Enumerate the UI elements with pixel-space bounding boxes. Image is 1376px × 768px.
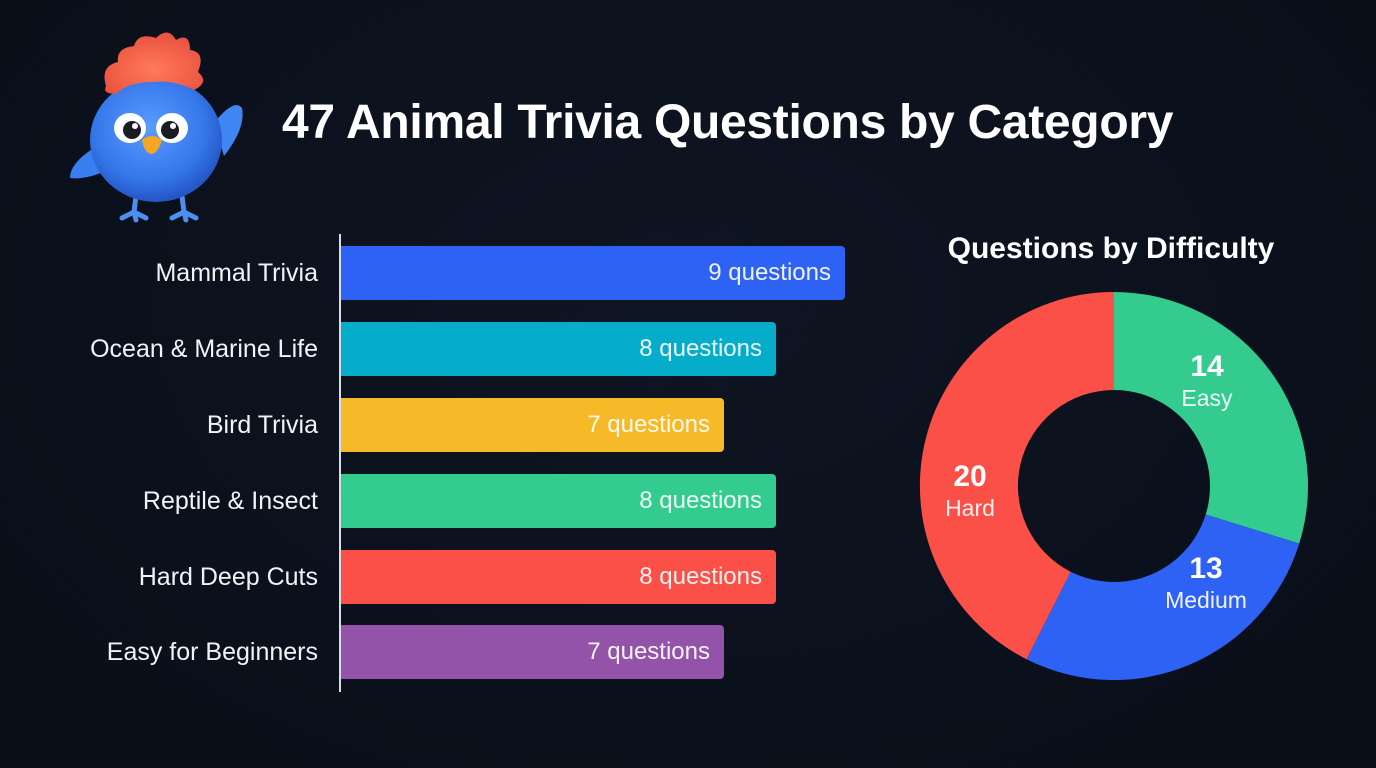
bar-label: Hard Deep Cuts bbox=[138, 563, 318, 591]
bar-hard-deep-cuts[interactable]: 8 questions bbox=[341, 550, 776, 604]
bar-row-reptile-insect: Reptile & Insect 8 questions bbox=[0, 474, 900, 528]
page-title: 47 Animal Trivia Questions by Category bbox=[282, 96, 1174, 149]
donut-chart-title: Questions by Difficulty bbox=[947, 232, 1275, 265]
bar-value-label: 9 questions bbox=[708, 259, 831, 286]
segment-name: Hard bbox=[945, 495, 995, 521]
bar-value-label: 8 questions bbox=[639, 563, 762, 590]
bar-bird-trivia[interactable]: 7 questions bbox=[341, 398, 724, 452]
bar-row-ocean-marine-life: Ocean & Marine Life 8 questions bbox=[0, 322, 900, 376]
segment-value: 20 bbox=[953, 460, 987, 493]
donut-label-hard: 20 Hard bbox=[910, 460, 1030, 522]
bird-mascot-icon bbox=[70, 32, 243, 223]
difficulty-donut-chart: 14 Easy 13 Medium 20 Hard bbox=[918, 290, 1310, 682]
donut-svg bbox=[919, 291, 1308, 681]
y-axis-line bbox=[339, 234, 341, 692]
bar-value-label: 8 questions bbox=[639, 487, 762, 514]
bar-label: Mammal Trivia bbox=[155, 259, 318, 287]
segment-name: Medium bbox=[1165, 587, 1247, 613]
donut-segment-medium[interactable] bbox=[1026, 514, 1300, 681]
bar-value-label: 7 questions bbox=[587, 638, 710, 665]
bar-label: Bird Trivia bbox=[206, 411, 318, 439]
bar-mammal-trivia[interactable]: 9 questions bbox=[341, 246, 845, 300]
segment-value: 14 bbox=[1190, 350, 1224, 383]
donut-segment-hard[interactable] bbox=[919, 291, 1114, 660]
category-bar-chart: Mammal Trivia 9 questions Ocean & Marine… bbox=[0, 234, 900, 692]
bar-reptile-insect[interactable]: 8 questions bbox=[341, 474, 776, 528]
bar-value-label: 7 questions bbox=[587, 411, 710, 438]
bar-row-easy-for-beginners: Easy for Beginners 7 questions bbox=[0, 625, 900, 679]
bar-label: Ocean & Marine Life bbox=[90, 335, 318, 363]
segment-value: 13 bbox=[1189, 552, 1223, 585]
bar-row-bird-trivia: Bird Trivia 7 questions bbox=[0, 398, 900, 452]
bar-label: Reptile & Insect bbox=[142, 487, 318, 515]
donut-label-easy: 14 Easy bbox=[1147, 350, 1267, 412]
bar-row-hard-deep-cuts: Hard Deep Cuts 8 questions bbox=[0, 550, 900, 604]
bar-easy-for-beginners[interactable]: 7 questions bbox=[341, 625, 724, 679]
segment-name: Easy bbox=[1181, 385, 1233, 411]
bar-ocean-marine-life[interactable]: 8 questions bbox=[341, 322, 776, 376]
donut-segment-easy[interactable] bbox=[1114, 292, 1308, 544]
bar-label: Easy for Beginners bbox=[106, 638, 318, 666]
donut-label-medium: 13 Medium bbox=[1146, 552, 1266, 614]
bar-value-label: 8 questions bbox=[639, 335, 762, 362]
bar-row-mammal-trivia: Mammal Trivia 9 questions bbox=[0, 246, 900, 300]
